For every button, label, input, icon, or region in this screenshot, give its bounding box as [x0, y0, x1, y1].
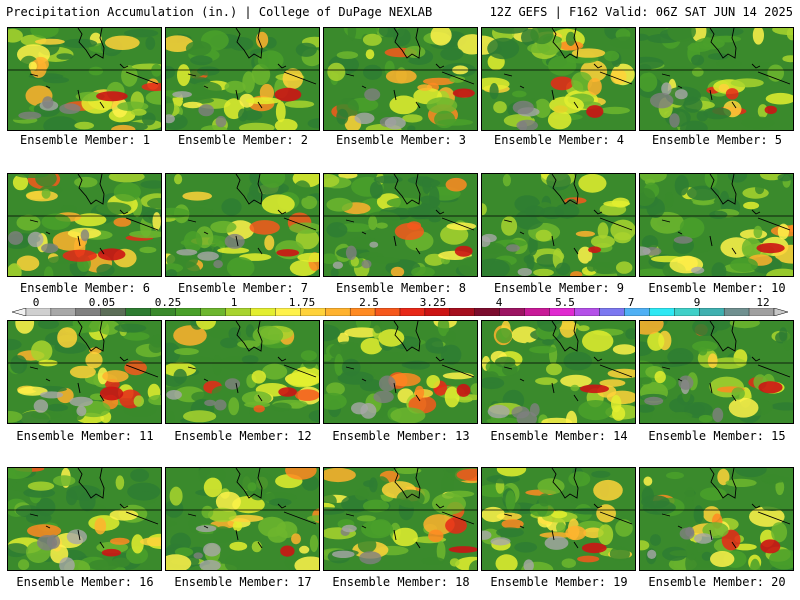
ensemble-member-map-9 [481, 173, 636, 277]
ensemble-member-map-6 [7, 173, 162, 277]
colorbar-swatch [699, 308, 725, 316]
colorbar-tick-label: 1.75 [288, 296, 316, 309]
ensemble-member-label: Ensemble Member: 6 [19, 281, 151, 295]
ensemble-member-map-3 [323, 27, 478, 131]
ensemble-member-map-7 [165, 173, 320, 277]
chart-title: Precipitation Accumulation (in.) | Colle… [6, 5, 433, 19]
ensemble-member-label: Ensemble Member: 7 [177, 281, 309, 295]
colorbar-swatch [25, 308, 52, 316]
ensemble-member-label: Ensemble Member: 4 [493, 133, 625, 147]
colorbar-swatch [723, 308, 750, 316]
ensemble-member-label: Ensemble Member: 2 [177, 133, 309, 147]
ensemble-member-map-2 [165, 27, 320, 131]
ensemble-member-label: Ensemble Member: 16 [16, 575, 154, 589]
colorbar-swatch [674, 308, 700, 316]
colorbar-swatch [100, 308, 126, 316]
colorbar-swatch [599, 308, 625, 316]
ensemble-member-label: Ensemble Member: 5 [651, 133, 783, 147]
ensemble-member-label: Ensemble Member: 14 [490, 429, 628, 443]
ensemble-member-label: Ensemble Member: 1 [19, 133, 151, 147]
colorbar-tick-label: 7 [627, 296, 635, 309]
ensemble-member-map-16 [7, 467, 162, 571]
colorbar-tick-label: 0.25 [154, 296, 182, 309]
ensemble-member-label: Ensemble Member: 11 [16, 429, 154, 443]
ensemble-member-label: Ensemble Member: 18 [332, 575, 470, 589]
ensemble-member-map-15 [639, 320, 794, 424]
ensemble-member-map-18 [323, 467, 478, 571]
colorbar-swatch [250, 308, 276, 316]
ensemble-member-map-1 [7, 27, 162, 131]
ensemble-member-map-11 [7, 320, 162, 424]
colorbar-tick-label: 0 [32, 296, 40, 309]
ensemble-member-label: Ensemble Member: 10 [648, 281, 786, 295]
precipitation-colorbar [12, 308, 788, 316]
colorbar-tick-label: 5.5 [555, 296, 575, 309]
ensemble-member-map-8 [323, 173, 478, 277]
colorbar-swatch [549, 308, 575, 316]
ensemble-member-label: Ensemble Member: 3 [335, 133, 467, 147]
colorbar-tick-label: 3.25 [419, 296, 447, 309]
ensemble-member-map-14 [481, 320, 636, 424]
colorbar-tick-label: 4 [495, 296, 503, 309]
colorbar-max-arrow [773, 308, 788, 316]
colorbar-swatch [275, 308, 301, 316]
colorbar-swatch [50, 308, 77, 316]
ensemble-member-label: Ensemble Member: 8 [335, 281, 467, 295]
ensemble-member-map-20 [639, 467, 794, 571]
ensemble-member-map-12 [165, 320, 320, 424]
ensemble-member-label: Ensemble Member: 19 [490, 575, 628, 589]
colorbar-swatch [200, 308, 226, 316]
colorbar-swatch [649, 308, 675, 316]
colorbar-swatch [424, 308, 451, 316]
colorbar-swatch [175, 308, 201, 316]
ensemble-member-map-19 [481, 467, 636, 571]
ensemble-member-label: Ensemble Member: 12 [174, 429, 312, 443]
ensemble-member-map-4 [481, 27, 636, 131]
colorbar-swatch [150, 308, 176, 316]
ensemble-member-label: Ensemble Member: 17 [174, 575, 312, 589]
colorbar-tick-label: 0.05 [88, 296, 116, 309]
colorbar-tick-label: 9 [693, 296, 701, 309]
ensemble-member-map-17 [165, 467, 320, 571]
ensemble-member-label: Ensemble Member: 13 [332, 429, 470, 443]
colorbar-swatch [225, 308, 251, 316]
colorbar-swatch [624, 308, 650, 316]
ensemble-member-map-13 [323, 320, 478, 424]
ensemble-member-label: Ensemble Member: 9 [493, 281, 625, 295]
colorbar-min-arrow [12, 308, 27, 316]
ensemble-member-map-10 [639, 173, 794, 277]
colorbar-swatch [474, 308, 500, 316]
ensemble-member-label: Ensemble Member: 15 [648, 429, 786, 443]
colorbar-swatch [300, 308, 326, 316]
colorbar-swatch [524, 308, 550, 316]
colorbar-tick-label: 12 [756, 296, 770, 309]
colorbar-swatch [125, 308, 151, 316]
colorbar-swatch [399, 308, 426, 316]
colorbar-swatch [748, 308, 775, 316]
colorbar-tick-label: 2.5 [359, 296, 379, 309]
colorbar-swatch [574, 308, 600, 316]
ensemble-member-label: Ensemble Member: 20 [648, 575, 786, 589]
colorbar-swatch [374, 308, 401, 316]
ensemble-member-map-5 [639, 27, 794, 131]
colorbar-tick-label: 1 [230, 296, 238, 309]
model-run-info: 12Z GEFS | F162 Valid: 06Z SAT JUN 14 20… [489, 5, 793, 19]
colorbar-swatch [325, 308, 351, 316]
colorbar-swatch [349, 308, 376, 316]
colorbar-swatch [449, 308, 475, 316]
colorbar-swatch [499, 308, 525, 316]
colorbar-swatch [75, 308, 101, 316]
